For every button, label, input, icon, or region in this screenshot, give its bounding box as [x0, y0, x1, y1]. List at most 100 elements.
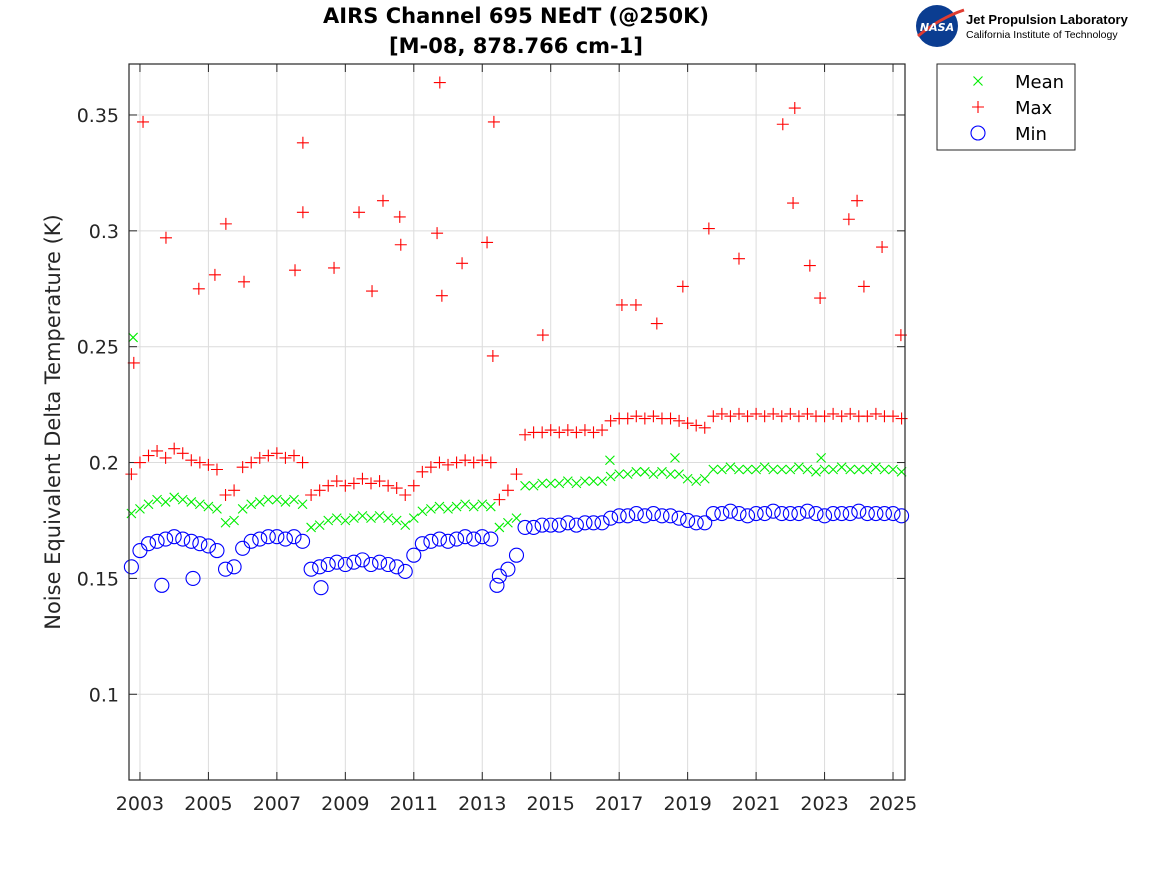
- max-outlier-point: [127, 356, 140, 369]
- max-point: [750, 407, 763, 420]
- max-point: [681, 417, 694, 430]
- mean-point: [545, 478, 556, 489]
- max-point: [416, 465, 429, 478]
- min-point: [808, 505, 824, 522]
- max-point: [510, 468, 523, 481]
- mean-point: [648, 469, 659, 480]
- max-point: [442, 458, 455, 471]
- min-point: [252, 531, 268, 547]
- min-point: [209, 543, 225, 559]
- min-point: [140, 536, 157, 552]
- max-point: [724, 410, 737, 423]
- max-point: [638, 412, 651, 425]
- legend: Mean Max Min: [936, 63, 1076, 151]
- min-point: [192, 536, 208, 552]
- max-point: [767, 407, 780, 420]
- mean-point: [716, 464, 727, 475]
- max-outlier-point: [676, 280, 689, 293]
- legend-max-marker-icon: [972, 101, 984, 113]
- legend-min-label: Min: [1015, 124, 1047, 145]
- max-point: [125, 468, 138, 481]
- mean-point: [186, 497, 197, 507]
- min-point: [757, 505, 773, 522]
- min-point: [894, 508, 910, 524]
- min-point: [628, 505, 644, 522]
- max-point: [339, 479, 352, 492]
- mean-point: [212, 504, 222, 514]
- min-point: [671, 510, 687, 526]
- jpl-name: Jet Propulsion Laboratory: [966, 12, 1129, 27]
- mean-point: [246, 499, 257, 510]
- min-point: [859, 505, 875, 522]
- x-tick-label: 2023: [800, 793, 848, 815]
- max-point: [784, 407, 797, 420]
- min-point: [329, 554, 345, 570]
- min-point: [731, 505, 747, 522]
- min-point: [414, 536, 430, 552]
- max-outlier-point: [842, 213, 855, 226]
- mean-point: [160, 497, 171, 507]
- x-tick-label: 2003: [116, 793, 164, 815]
- mean-outlier-point: [670, 453, 680, 463]
- min-point: [380, 556, 396, 573]
- mean-point: [665, 469, 676, 480]
- mean-point: [793, 462, 804, 473]
- min-point: [277, 531, 293, 547]
- min-point: [748, 505, 764, 522]
- min-point: [508, 547, 525, 563]
- max-point: [835, 410, 848, 423]
- max-outlier-point: [803, 259, 816, 272]
- mean-point: [597, 476, 607, 486]
- max-point: [544, 424, 557, 437]
- max-point: [758, 410, 771, 423]
- min-point: [175, 531, 191, 547]
- max-outlier-point: [289, 264, 302, 277]
- max-point: [484, 456, 497, 469]
- min-point: [799, 503, 815, 519]
- max-outlier-point: [536, 329, 549, 342]
- max-point: [287, 449, 300, 462]
- min-point: [774, 505, 790, 522]
- jpl-logo: NASA Jet Propulsion Laboratory Californi…: [916, 5, 1129, 47]
- max-outlier-point: [376, 194, 389, 207]
- x-tick-label: 2019: [663, 793, 711, 815]
- mean-point: [682, 473, 693, 484]
- mean-point: [708, 464, 719, 475]
- min-point: [303, 561, 319, 577]
- max-point: [133, 456, 146, 469]
- max-outlier-point: [851, 194, 864, 207]
- min-point: [526, 519, 542, 535]
- max-point: [193, 456, 206, 469]
- mean-point: [580, 476, 590, 486]
- max-point: [827, 407, 840, 420]
- y-tick-label: 0.35: [77, 105, 119, 127]
- mean-point: [314, 520, 325, 531]
- min-point: [654, 508, 670, 524]
- min-point: [389, 559, 405, 575]
- max-point: [732, 407, 745, 420]
- mean-point: [443, 504, 453, 514]
- grid: [129, 64, 905, 780]
- max-point: [818, 410, 831, 423]
- max-point: [450, 456, 463, 469]
- max-outlier-point: [814, 292, 827, 305]
- min-point: [217, 561, 234, 577]
- max-point: [673, 414, 686, 427]
- min-point: [834, 505, 850, 522]
- mean-point: [511, 513, 522, 524]
- max-point: [236, 461, 249, 474]
- mean-point: [289, 494, 299, 505]
- mean-point: [776, 464, 787, 475]
- max-point: [861, 410, 874, 423]
- mean-point: [691, 476, 702, 486]
- max-outlier-point: [433, 76, 446, 89]
- mean-point: [871, 462, 881, 473]
- min-point: [372, 554, 388, 570]
- max-outlier-point: [481, 236, 494, 249]
- mean-point: [520, 480, 530, 491]
- y-tick-label: 0.25: [77, 337, 119, 359]
- mean-point: [862, 464, 873, 475]
- mean-outlier-point: [128, 332, 138, 343]
- min-outlier-point: [154, 577, 170, 593]
- max-point: [476, 454, 489, 467]
